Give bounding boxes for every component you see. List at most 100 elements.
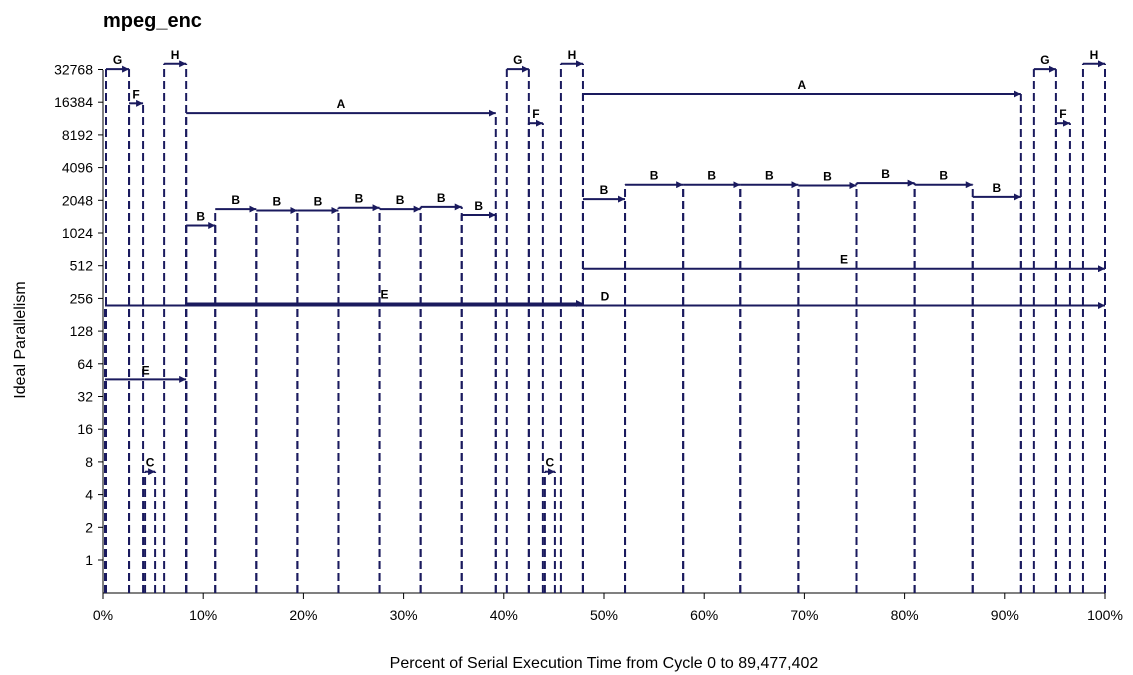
region-b: B	[185, 210, 217, 593]
region-d: D	[104, 290, 1106, 593]
y-tick-label: 8192	[62, 127, 93, 143]
x-tick-label: 20%	[289, 607, 317, 623]
region-label: B	[196, 210, 205, 224]
region-label: C	[146, 456, 155, 470]
region-label: B	[600, 183, 609, 197]
region-label: B	[650, 169, 659, 183]
region-c: C	[543, 456, 556, 593]
x-tick-label: 50%	[590, 607, 618, 623]
region-label: E	[381, 287, 389, 301]
region-label: B	[314, 194, 323, 208]
x-tick-label: 40%	[490, 607, 518, 623]
x-tick-label: 60%	[690, 607, 718, 623]
region-label: B	[765, 169, 774, 183]
region-b: B	[855, 167, 916, 593]
region-b: B	[296, 194, 340, 593]
region-label: G	[113, 53, 122, 67]
region-label: G	[513, 53, 522, 67]
region-label: E	[840, 253, 848, 267]
y-tick-label: 8	[85, 454, 93, 470]
region-b: B	[378, 193, 422, 593]
y-tick-label: 128	[70, 323, 94, 339]
y-tick-label: 2048	[62, 192, 93, 208]
region-label: E	[142, 363, 150, 377]
region-label: B	[881, 167, 890, 181]
region-b: B	[460, 199, 497, 593]
region-b: B	[971, 181, 1022, 593]
y-tick-label: 16	[77, 421, 93, 437]
region-b: B	[739, 169, 800, 593]
y-tick-label: 512	[70, 258, 94, 274]
region-h: H	[1081, 48, 1106, 593]
region-f: F	[527, 107, 544, 593]
region-label: F	[1059, 107, 1066, 121]
y-tick-label: 32	[77, 389, 93, 405]
region-label: B	[396, 193, 405, 207]
region-label: B	[355, 192, 364, 206]
region-b: B	[214, 193, 258, 593]
plot-area: G F C H E A B B B B B B B B E G F C H D A B B B B B B B B E G F H	[104, 48, 1106, 593]
region-e: E	[581, 253, 1106, 593]
region-label: H	[171, 48, 180, 62]
y-axis: 1 2 4 8 16 32 64 128 256 512 1024 2048 4096 8192 16384…	[54, 62, 104, 593]
x-tick-label: 10%	[189, 607, 217, 623]
region-label: F	[132, 87, 139, 101]
region-label: B	[231, 193, 240, 207]
y-tick-label: 1024	[62, 225, 93, 241]
x-tick-label: 70%	[790, 607, 818, 623]
region-label: B	[992, 181, 1001, 195]
region-label: A	[798, 78, 807, 92]
region-a: A	[581, 78, 1022, 593]
y-tick-label: 16384	[54, 94, 93, 110]
y-tick-label: 64	[77, 356, 93, 372]
region-b: B	[255, 194, 299, 593]
region-label: B	[273, 194, 282, 208]
region-f: F	[128, 87, 145, 593]
region-b: B	[624, 169, 685, 593]
x-axis-label: Percent of Serial Execution Time from Cy…	[390, 655, 819, 672]
region-label: F	[532, 107, 539, 121]
y-tick-label: 2	[85, 519, 93, 535]
region-label: B	[939, 169, 948, 183]
region-b: B	[581, 183, 627, 593]
y-tick-label: 1	[85, 552, 93, 568]
region-b: B	[419, 191, 463, 593]
region-b: B	[797, 170, 858, 593]
region-g: G	[505, 53, 530, 593]
region-label: C	[546, 456, 555, 470]
region-g: G	[1032, 53, 1057, 593]
x-tick-label: 30%	[390, 607, 418, 623]
x-tick-label: 0%	[93, 607, 113, 623]
region-c: C	[144, 456, 157, 593]
region-label: A	[337, 97, 346, 111]
region-label: B	[474, 199, 483, 213]
region-label: B	[707, 169, 716, 183]
region-b: B	[913, 169, 974, 593]
x-axis: 0% 10% 20% 30% 40% 50% 60% 70% 80% 90% 100%	[93, 592, 1123, 623]
region-label: H	[1090, 48, 1099, 62]
region-label: B	[437, 191, 446, 205]
x-tick-label: 90%	[991, 607, 1019, 623]
region-e: E	[104, 363, 188, 593]
region-g: G	[105, 53, 131, 593]
region-b: B	[337, 192, 381, 593]
y-tick-label: 4	[85, 487, 93, 503]
x-tick-label: 80%	[891, 607, 919, 623]
y-axis-label: Ideal Parallelism	[12, 281, 29, 398]
region-label: D	[601, 290, 610, 304]
region-h: H	[559, 48, 584, 593]
x-tick-label: 100%	[1087, 607, 1123, 623]
region-f: F	[1054, 107, 1071, 593]
y-tick-label: 256	[70, 290, 94, 306]
region-b: B	[682, 169, 742, 593]
y-tick-label: 4096	[62, 160, 93, 176]
region-label: H	[568, 48, 577, 62]
y-tick-label: 32768	[54, 62, 93, 78]
region-a: A	[185, 97, 497, 593]
region-h: H	[163, 48, 188, 593]
region-e: E	[185, 287, 584, 593]
region-label: B	[823, 170, 832, 184]
region-label: G	[1040, 53, 1049, 67]
chart-title: mpeg_enc	[103, 10, 202, 32]
